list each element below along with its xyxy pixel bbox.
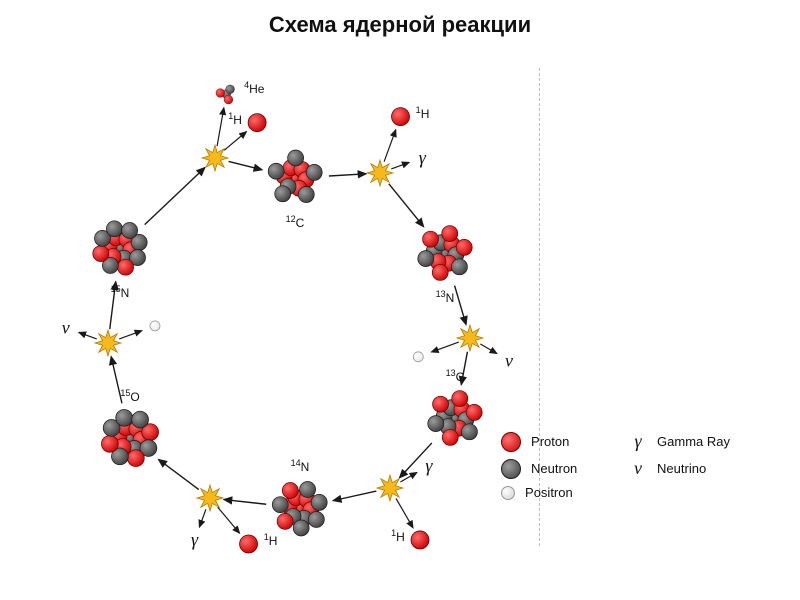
emission-arrow xyxy=(218,507,240,533)
positron xyxy=(150,321,160,331)
emission-arrow xyxy=(217,108,224,146)
emission-arrow xyxy=(224,132,246,151)
proton xyxy=(392,108,410,126)
collision-star xyxy=(197,485,223,511)
nucleus xyxy=(268,150,322,203)
emission-arrow xyxy=(79,332,97,338)
legend: Proton γ Gamma Ray Neutron ν Neutrino Po… xyxy=(501,425,730,506)
page-title: Схема ядерной реакции xyxy=(0,0,800,38)
arrow xyxy=(145,168,205,225)
arrow xyxy=(329,174,366,176)
proton xyxy=(240,535,258,553)
isotope-label: 1H xyxy=(391,528,405,544)
isotope-label: 1H xyxy=(264,532,278,548)
gamma-symbol: γ xyxy=(191,530,198,551)
emission-arrow xyxy=(199,509,205,527)
legend-label: Gamma Ray xyxy=(657,434,730,449)
isotope-label: 13C xyxy=(446,368,465,384)
emission-arrow xyxy=(396,498,413,527)
arrow xyxy=(389,184,424,227)
emission-arrow xyxy=(431,342,458,352)
proton-icon xyxy=(501,432,521,452)
diagram-canvas: Proton γ Gamma Ray Neutron ν Neutrino Po… xyxy=(0,38,800,586)
isotope-label: 15O xyxy=(120,388,139,404)
proton xyxy=(411,531,429,549)
emission-arrow xyxy=(480,344,496,354)
gamma-symbol: γ xyxy=(425,455,432,476)
isotope-label: 4He xyxy=(244,80,264,96)
isotope-label: 12C xyxy=(286,214,305,230)
isotope-label: 15N xyxy=(111,284,130,300)
legend-neutron: Neutron xyxy=(501,459,591,479)
legend-gamma: γ Gamma Ray xyxy=(629,431,730,452)
neutron-icon xyxy=(501,459,521,479)
nucleus xyxy=(216,85,235,104)
collision-star xyxy=(95,330,121,356)
isotope-label: 14N xyxy=(291,458,310,474)
legend-label: Positron xyxy=(525,485,573,500)
gamma-symbol: γ xyxy=(419,147,426,168)
positron-icon xyxy=(501,486,515,500)
nucleus xyxy=(418,226,472,281)
nu-icon: ν xyxy=(629,458,647,479)
arrow xyxy=(229,161,262,169)
isotope-label: 13N xyxy=(436,289,455,305)
legend-nu: ν Neutrino xyxy=(629,458,719,479)
legend-positron: Positron xyxy=(501,485,591,500)
collision-star xyxy=(367,160,393,186)
emission-arrow xyxy=(391,162,409,168)
isotope-label: 1H xyxy=(228,111,242,127)
collision-star xyxy=(377,475,403,501)
arrow xyxy=(455,286,466,325)
emission-arrow xyxy=(119,331,142,339)
arrow xyxy=(159,459,199,489)
proton xyxy=(248,114,266,132)
emission-arrow xyxy=(384,130,396,162)
nucleus xyxy=(101,409,158,466)
legend-proton: Proton xyxy=(501,432,591,452)
legend-label: Neutron xyxy=(531,461,577,476)
nucleus xyxy=(93,221,147,275)
nucleus xyxy=(428,391,482,446)
gamma-icon: γ xyxy=(629,431,647,452)
collision-star xyxy=(202,145,228,171)
nu-symbol: ν xyxy=(62,317,70,338)
positron xyxy=(413,352,423,362)
nu-symbol: ν xyxy=(505,350,513,371)
legend-label: Neutrino xyxy=(657,461,706,476)
arrow xyxy=(224,500,266,505)
arrow xyxy=(333,491,376,501)
collision-star xyxy=(457,325,483,351)
isotope-label: 1H xyxy=(416,105,430,121)
legend-label: Proton xyxy=(531,434,569,449)
nucleus xyxy=(272,482,327,536)
